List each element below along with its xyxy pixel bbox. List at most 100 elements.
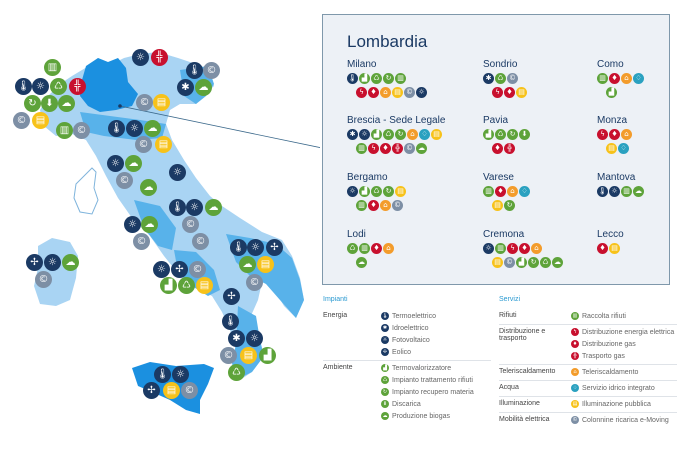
city-name: Milano bbox=[347, 59, 377, 70]
termoelettrico-icon[interactable]: 🌡 bbox=[230, 239, 247, 256]
biogas-icon: ☁ bbox=[356, 257, 367, 268]
legend-category: Ambiente bbox=[323, 364, 353, 371]
illuminazione-icon[interactable]: ▤ bbox=[155, 136, 172, 153]
illuminazione-icon[interactable]: ▤ bbox=[240, 347, 257, 364]
biogas-icon[interactable]: ☁ bbox=[205, 199, 222, 216]
fotovoltaico-icon[interactable]: ☼ bbox=[246, 330, 263, 347]
city-bergamo[interactable]: Bergamo ☼ ▟ ♺ ↻ ▤ ▥ ♦ ⌂ © bbox=[347, 172, 487, 214]
e-moving-icon[interactable]: © bbox=[116, 172, 133, 189]
distribuzione-gas-icon: ♦ bbox=[368, 87, 379, 98]
biogas-icon[interactable]: ☁ bbox=[62, 254, 79, 271]
termovalorizzatore-icon[interactable]: ▟ bbox=[160, 277, 177, 294]
city-cremona[interactable]: Cremona ☼ ▥ ϟ ♦ ⌂ ▤ © ▟ ↻ ♺ ☁ bbox=[483, 229, 623, 271]
city-varese[interactable]: Varese ▥ ♦ ⌂ ♢ ▤ ↻ bbox=[483, 172, 623, 214]
idroelettrico-icon[interactable]: ✱ bbox=[177, 79, 194, 96]
trattamento-rifiuti-icon: ♺ bbox=[540, 257, 551, 268]
eolico-icon[interactable]: ✢ bbox=[143, 382, 160, 399]
e-moving-icon[interactable]: © bbox=[189, 261, 206, 278]
termoelettrico-icon[interactable]: 🌡 bbox=[154, 366, 171, 383]
city-lecco[interactable]: Lecco ♦ ▤ bbox=[597, 229, 686, 257]
e-moving-icon[interactable]: © bbox=[246, 274, 263, 291]
fotovoltaico-icon[interactable]: ☼ bbox=[169, 164, 186, 181]
discarica-icon[interactable]: ⬇ bbox=[41, 95, 58, 112]
eolico-icon[interactable]: ✢ bbox=[223, 288, 240, 305]
biogas-icon[interactable]: ☁ bbox=[141, 216, 158, 233]
teleriscaldamento-icon: ⌂ bbox=[571, 368, 579, 376]
e-moving-icon[interactable]: © bbox=[203, 62, 220, 79]
termoelettrico-icon[interactable]: 🌡 bbox=[186, 62, 203, 79]
fotovoltaico-icon[interactable]: ☼ bbox=[172, 366, 189, 383]
e-moving-icon[interactable]: © bbox=[135, 136, 152, 153]
trattamento-rifiuti-icon[interactable]: ♺ bbox=[50, 78, 67, 95]
termoelettrico-icon[interactable]: 🌡 bbox=[15, 78, 32, 95]
e-moving-icon[interactable]: © bbox=[133, 233, 150, 250]
city-brescia-sede-legale[interactable]: Brescia - Sede Legale ✱ ☼ ▟ ♺ ↻ ⌂ ♢ ▤ ▥ ϟ ♦ ╬ © ☁ bbox=[347, 115, 487, 157]
e-moving-icon[interactable]: © bbox=[13, 112, 30, 129]
fotovoltaico-icon[interactable]: ☼ bbox=[32, 78, 49, 95]
termovalorizzatore-icon[interactable]: ▟ bbox=[259, 347, 276, 364]
trasporto-gas-icon[interactable]: ╬ bbox=[69, 78, 86, 95]
fotovoltaico-icon[interactable]: ☼ bbox=[153, 261, 170, 278]
raccolta-rifiuti-icon[interactable]: ▥ bbox=[56, 122, 73, 139]
e-moving-icon[interactable]: © bbox=[220, 347, 237, 364]
city-lodi[interactable]: Lodi ♺ ▥ ♦ ⌂ ☁ bbox=[347, 229, 487, 271]
illuminazione-icon[interactable]: ▤ bbox=[163, 382, 180, 399]
fotovoltaico-icon[interactable]: ☼ bbox=[247, 239, 264, 256]
biogas-icon[interactable]: ☁ bbox=[195, 79, 212, 96]
legend-label: Produzione biogas bbox=[392, 412, 450, 420]
raccolta-rifiuti-icon[interactable]: ▥ bbox=[44, 59, 61, 76]
fotovoltaico-icon[interactable]: ☼ bbox=[107, 155, 124, 172]
legend-category: Distribuzione e trasporto bbox=[499, 328, 546, 342]
legend-item: ☼ Fotovoltaico bbox=[381, 336, 436, 344]
illuminazione-icon[interactable]: ▤ bbox=[32, 112, 49, 129]
fotovoltaico-icon[interactable]: ☼ bbox=[124, 216, 141, 233]
recupero-materia-icon: ↻ bbox=[381, 388, 389, 396]
eolico-icon[interactable]: ✢ bbox=[266, 239, 283, 256]
trattamento-rifiuti-icon[interactable]: ♺ bbox=[178, 277, 195, 294]
fotovoltaico-icon[interactable]: ☼ bbox=[132, 49, 149, 66]
e-moving-icon[interactable]: © bbox=[192, 233, 209, 250]
trattamento-rifiuti-icon[interactable]: ♺ bbox=[228, 364, 245, 381]
illuminazione-icon[interactable]: ▤ bbox=[153, 94, 170, 111]
e-moving-icon[interactable]: © bbox=[35, 271, 52, 288]
biogas-icon[interactable]: ☁ bbox=[58, 95, 75, 112]
biogas-icon[interactable]: ☁ bbox=[144, 120, 161, 137]
fotovoltaico-icon[interactable]: ☼ bbox=[44, 254, 61, 271]
biogas-icon[interactable]: ☁ bbox=[140, 179, 157, 196]
lombardia-panel: Lombardia Milano 🌡 ▟ ♺ ↻ ▥ ϟ ♦ ⌂ ▤ © ☼ Sondrio ✱ ♺ © ϟ ♦ ▤… bbox=[322, 14, 670, 285]
legend-label: Trasporto gas bbox=[582, 352, 625, 360]
raccolta-rifiuti-icon: ▥ bbox=[356, 200, 367, 211]
city-sondrio[interactable]: Sondrio ✱ ♺ © ϟ ♦ ▤ bbox=[483, 59, 623, 101]
city-pavia[interactable]: Pavia ▟ ♺ ↻ ⬇ ♦ ╬ bbox=[483, 115, 623, 157]
fotovoltaico-icon[interactable]: ☼ bbox=[126, 120, 143, 137]
icon-row: ▥ ♦ ⌂ © bbox=[347, 200, 487, 212]
legend-item: ♦ Distribuzione gas bbox=[571, 340, 674, 348]
termoelettrico-icon[interactable]: 🌡 bbox=[108, 120, 125, 137]
e-moving-icon[interactable]: © bbox=[136, 94, 153, 111]
eolico-icon[interactable]: ✢ bbox=[26, 254, 43, 271]
illuminazione-icon[interactable]: ▤ bbox=[196, 277, 213, 294]
icon-row: ϟ ♦ ⌂ ▤ © ☼ bbox=[347, 87, 487, 99]
region-puglia[interactable] bbox=[226, 234, 304, 318]
idroelettrico-icon[interactable]: ✱ bbox=[228, 330, 245, 347]
biogas-icon[interactable]: ☁ bbox=[125, 155, 142, 172]
city-mantova[interactable]: Mantova 🌡 ☼ ▥ ☁ bbox=[597, 172, 686, 200]
city-milano[interactable]: Milano 🌡 ▟ ♺ ↻ ▥ ϟ ♦ ⌂ ▤ © ☼ bbox=[347, 59, 487, 101]
idroelettrico-icon: ✱ bbox=[347, 129, 358, 140]
distribuzione-energia-icon: ϟ bbox=[507, 243, 518, 254]
region-lombardia[interactable] bbox=[80, 58, 138, 112]
city-monza[interactable]: Monza ϟ ♦ ⌂ ▤ ♢ bbox=[597, 115, 686, 157]
e-moving-icon[interactable]: © bbox=[73, 122, 90, 139]
termoelettrico-icon[interactable]: 🌡 bbox=[169, 199, 186, 216]
city-como[interactable]: Como ▥ ♦ ⌂ ♢ ▟ bbox=[597, 59, 686, 101]
recupero-materia-icon[interactable]: ↻ bbox=[24, 95, 41, 112]
biogas-icon[interactable]: ☁ bbox=[239, 256, 256, 273]
eolico-icon[interactable]: ✢ bbox=[171, 261, 188, 278]
termoelettrico-icon[interactable]: 🌡 bbox=[222, 313, 239, 330]
trasporto-gas-icon[interactable]: ╬ bbox=[151, 49, 168, 66]
e-moving-icon[interactable]: © bbox=[181, 382, 198, 399]
illuminazione-icon[interactable]: ▤ bbox=[257, 256, 274, 273]
fotovoltaico-icon[interactable]: ☼ bbox=[186, 199, 203, 216]
recupero-materia-icon: ↻ bbox=[383, 186, 394, 197]
e-moving-icon[interactable]: © bbox=[182, 216, 199, 233]
